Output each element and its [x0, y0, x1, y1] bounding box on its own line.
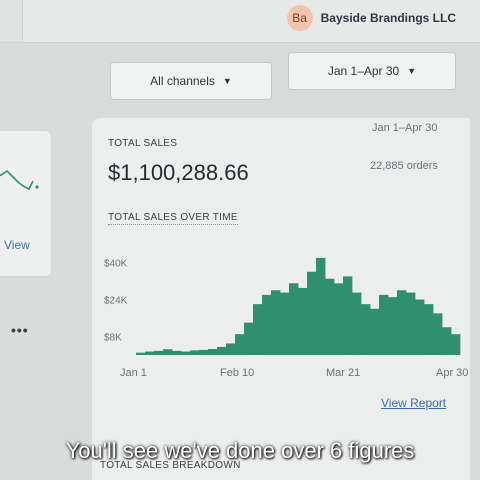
sales-bar: [379, 294, 389, 355]
sales-bar: [307, 271, 317, 355]
store-switcher[interactable]: Ba Bayside Brandings LLC: [286, 5, 456, 31]
sparkline-end-point: [35, 185, 39, 189]
sales-bar: [262, 294, 272, 355]
more-actions-icon[interactable]: •••: [11, 322, 29, 338]
sales-bar: [316, 257, 326, 356]
sales-bar: [370, 308, 380, 355]
sales-bar: [226, 343, 236, 355]
view-report-link[interactable]: View Report: [381, 396, 447, 410]
sales-bar: [154, 350, 164, 355]
sales-bar: [388, 297, 398, 355]
sales-bar: [442, 327, 452, 355]
sales-bar: [217, 346, 227, 355]
sales-bar: [181, 351, 191, 355]
top-bar: Ba Bayside Brandings LLC: [0, 0, 480, 43]
sales-bar: [145, 351, 155, 355]
sales-over-time-chart: $8K $24K $40K Jan 1 Feb 10 Mar 21 Apr 30: [104, 257, 468, 379]
channel-filter-label: All channels: [150, 74, 215, 88]
sales-breakdown-title: TOTAL SALES BREAKDOWN: [100, 460, 241, 471]
total-sales-label: TOTAL SALES: [108, 138, 178, 149]
sales-bar: [253, 304, 263, 356]
sales-bar: [325, 278, 335, 355]
chevron-down-icon: ▼: [407, 66, 417, 76]
y-tick-label: $24K: [104, 296, 128, 307]
sales-bar: [280, 292, 290, 355]
sales-bar: [271, 290, 281, 355]
sales-bar: [397, 290, 407, 355]
sales-bar: [172, 350, 182, 355]
x-tick-label: Mar 21: [326, 367, 360, 379]
sales-bar: [424, 304, 434, 356]
sales-bar: [190, 350, 200, 356]
x-tick-label: Jan 1: [120, 367, 147, 379]
avatar[interactable]: Ba: [286, 5, 313, 31]
sales-bar: [208, 348, 218, 355]
x-tick-label: Apr 30: [436, 367, 468, 379]
sales-over-time-title: TOTAL SALES OVER TIME: [108, 212, 238, 225]
sales-bar: [235, 334, 245, 355]
sales-bar: [199, 349, 209, 355]
summary-date-range: Jan 1–Apr 30: [372, 122, 438, 134]
chevron-down-icon: ▼: [222, 76, 232, 86]
channel-filter-dropdown[interactable]: All channels ▼: [110, 62, 272, 100]
sales-bar: [334, 283, 344, 355]
x-tick-label: Feb 10: [220, 367, 254, 379]
sales-bar: [352, 292, 362, 355]
total-sales-amount: $1,100,288.66: [108, 160, 249, 185]
date-filter-dropdown[interactable]: Jan 1–Apr 30 ▼: [288, 52, 456, 90]
date-filter-label: Jan 1–Apr 30: [327, 64, 400, 78]
orders-count: 22,885 orders: [370, 160, 438, 172]
sales-bar: [406, 292, 416, 355]
y-tick-label: $8K: [104, 333, 122, 344]
sparkline-chart: [0, 169, 39, 191]
sales-bar: [361, 304, 371, 356]
left-sparkline-card: [0, 130, 52, 277]
sales-bar: [298, 287, 308, 355]
top-bar-tab[interactable]: [0, 0, 23, 42]
y-tick-label: $40K: [104, 259, 128, 270]
video-caption: You'll see we've done over 6 figures: [65, 438, 415, 463]
sales-bar: [415, 299, 425, 355]
sales-bar: [343, 276, 353, 356]
sales-bar: [163, 349, 173, 355]
sales-bar: [244, 322, 254, 356]
sales-bar: [289, 283, 299, 355]
sales-bar: [433, 313, 443, 356]
store-name[interactable]: Bayside Brandings LLC: [320, 11, 456, 25]
sales-bar: [136, 352, 146, 355]
sales-bar: [451, 334, 461, 355]
left-view-link[interactable]: View: [4, 238, 30, 252]
sparkline-line: [0, 169, 34, 191]
